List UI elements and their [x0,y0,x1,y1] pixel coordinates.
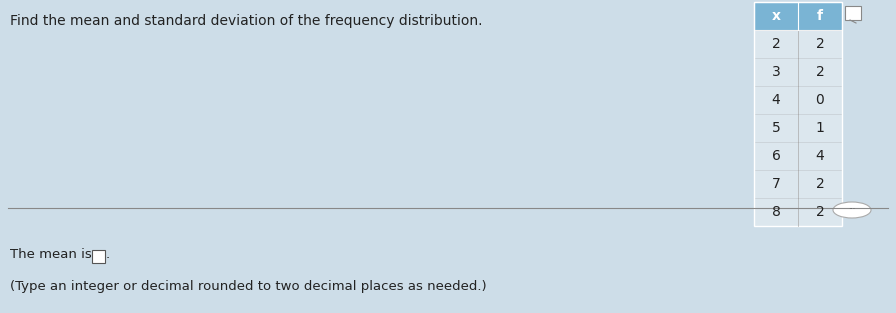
Text: ···: ··· [849,206,856,214]
Text: x: x [771,9,780,23]
Bar [754,114,842,142]
Bar [754,30,842,58]
Text: 4: 4 [771,93,780,107]
Text: 7: 7 [771,177,780,191]
Text: The mean is: The mean is [10,248,96,261]
Ellipse shape [833,202,871,218]
Bar [845,6,861,20]
Text: 2: 2 [815,37,824,51]
Text: 2: 2 [771,37,780,51]
Text: 2: 2 [815,205,824,219]
Text: Find the mean and standard deviation of the frequency distribution.: Find the mean and standard deviation of … [10,14,483,28]
Bar [92,250,105,263]
Text: 0: 0 [815,93,824,107]
Bar [754,58,842,86]
Text: 4: 4 [815,149,824,163]
Text: f: f [817,9,823,23]
Text: 2: 2 [815,177,824,191]
Text: 8: 8 [771,205,780,219]
Text: 6: 6 [771,149,780,163]
Bar [754,142,842,170]
Bar [754,170,842,198]
Bar [754,2,842,30]
Text: (Type an integer or decimal rounded to two decimal places as needed.): (Type an integer or decimal rounded to t… [10,280,487,293]
Bar [754,86,842,114]
Text: .: . [106,248,110,261]
Text: 2: 2 [815,65,824,79]
Bar [754,198,842,226]
Text: 1: 1 [815,121,824,135]
Text: 5: 5 [771,121,780,135]
Text: 3: 3 [771,65,780,79]
Bar [754,2,842,226]
